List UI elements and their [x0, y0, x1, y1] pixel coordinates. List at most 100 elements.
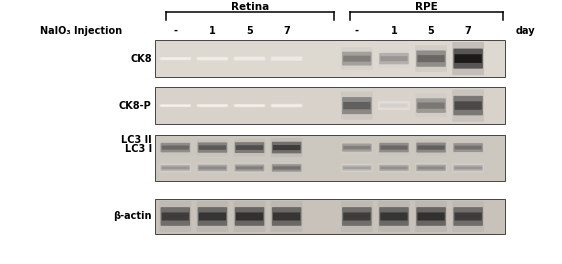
FancyBboxPatch shape [379, 143, 409, 152]
Text: LC3 I: LC3 I [125, 144, 152, 154]
FancyBboxPatch shape [198, 58, 227, 60]
FancyBboxPatch shape [415, 201, 447, 232]
FancyBboxPatch shape [199, 167, 226, 169]
FancyBboxPatch shape [198, 207, 227, 226]
FancyBboxPatch shape [197, 57, 228, 60]
Text: CK8-P: CK8-P [119, 101, 152, 111]
FancyBboxPatch shape [235, 142, 264, 153]
FancyBboxPatch shape [343, 56, 370, 62]
FancyBboxPatch shape [162, 58, 189, 59]
FancyBboxPatch shape [418, 145, 445, 150]
FancyBboxPatch shape [380, 56, 407, 61]
FancyBboxPatch shape [378, 201, 410, 232]
Text: 1: 1 [209, 26, 216, 36]
FancyBboxPatch shape [418, 102, 445, 109]
FancyBboxPatch shape [415, 93, 447, 118]
FancyBboxPatch shape [452, 140, 484, 155]
FancyBboxPatch shape [234, 104, 265, 107]
FancyBboxPatch shape [380, 145, 407, 150]
FancyBboxPatch shape [454, 143, 483, 152]
FancyBboxPatch shape [455, 101, 482, 110]
FancyBboxPatch shape [455, 167, 482, 169]
Text: -: - [173, 26, 178, 36]
FancyBboxPatch shape [197, 201, 228, 232]
Bar [155, 135, 505, 181]
FancyBboxPatch shape [342, 207, 371, 226]
FancyBboxPatch shape [197, 104, 228, 107]
FancyBboxPatch shape [199, 145, 226, 150]
Text: 5: 5 [428, 26, 434, 36]
FancyBboxPatch shape [342, 97, 371, 114]
FancyBboxPatch shape [341, 201, 373, 232]
FancyBboxPatch shape [418, 55, 445, 62]
FancyBboxPatch shape [236, 145, 263, 150]
FancyBboxPatch shape [161, 143, 190, 152]
FancyBboxPatch shape [236, 58, 263, 59]
Text: 7: 7 [283, 26, 290, 36]
FancyBboxPatch shape [160, 163, 191, 173]
FancyBboxPatch shape [162, 145, 189, 150]
FancyBboxPatch shape [198, 105, 227, 107]
FancyBboxPatch shape [380, 167, 407, 169]
FancyBboxPatch shape [160, 201, 191, 232]
FancyBboxPatch shape [379, 103, 409, 108]
FancyBboxPatch shape [416, 98, 446, 113]
FancyBboxPatch shape [271, 201, 302, 232]
FancyBboxPatch shape [271, 56, 302, 61]
FancyBboxPatch shape [380, 213, 407, 220]
FancyBboxPatch shape [343, 102, 370, 109]
FancyBboxPatch shape [454, 207, 483, 226]
FancyBboxPatch shape [235, 164, 264, 171]
FancyBboxPatch shape [452, 42, 484, 75]
FancyBboxPatch shape [234, 201, 265, 232]
FancyBboxPatch shape [343, 213, 370, 220]
FancyBboxPatch shape [343, 167, 370, 169]
FancyBboxPatch shape [454, 49, 483, 69]
Text: NaIO₃ Injection: NaIO₃ Injection [40, 26, 123, 36]
FancyBboxPatch shape [378, 163, 410, 173]
FancyBboxPatch shape [199, 58, 226, 59]
Text: CK8: CK8 [130, 54, 152, 64]
FancyBboxPatch shape [235, 105, 264, 107]
Text: RPE: RPE [415, 2, 437, 12]
FancyBboxPatch shape [272, 207, 301, 226]
FancyBboxPatch shape [454, 96, 483, 115]
FancyBboxPatch shape [452, 89, 484, 122]
FancyBboxPatch shape [378, 101, 410, 110]
FancyBboxPatch shape [161, 105, 190, 106]
FancyBboxPatch shape [418, 213, 445, 220]
FancyBboxPatch shape [455, 146, 482, 149]
FancyBboxPatch shape [160, 140, 191, 155]
Bar [155, 87, 505, 124]
FancyBboxPatch shape [379, 53, 409, 64]
FancyBboxPatch shape [161, 58, 190, 60]
FancyBboxPatch shape [199, 213, 226, 220]
FancyBboxPatch shape [455, 213, 482, 220]
FancyBboxPatch shape [273, 213, 300, 220]
FancyBboxPatch shape [378, 140, 410, 155]
FancyBboxPatch shape [236, 166, 263, 169]
FancyBboxPatch shape [378, 49, 410, 68]
FancyBboxPatch shape [271, 162, 302, 174]
FancyBboxPatch shape [161, 207, 190, 226]
FancyBboxPatch shape [162, 167, 189, 169]
FancyBboxPatch shape [162, 105, 189, 106]
FancyBboxPatch shape [197, 139, 228, 156]
FancyBboxPatch shape [452, 163, 484, 173]
FancyBboxPatch shape [160, 104, 191, 107]
FancyBboxPatch shape [341, 92, 373, 120]
FancyBboxPatch shape [380, 104, 407, 107]
FancyBboxPatch shape [234, 56, 265, 61]
FancyBboxPatch shape [342, 52, 371, 65]
Text: 1: 1 [391, 26, 397, 36]
FancyBboxPatch shape [271, 104, 302, 107]
FancyBboxPatch shape [272, 105, 301, 107]
FancyBboxPatch shape [379, 165, 409, 171]
Text: -: - [355, 26, 359, 36]
Text: β-actin: β-actin [113, 211, 152, 221]
FancyBboxPatch shape [272, 164, 301, 172]
FancyBboxPatch shape [342, 144, 371, 152]
FancyBboxPatch shape [343, 146, 370, 149]
FancyBboxPatch shape [161, 165, 190, 171]
FancyBboxPatch shape [235, 57, 264, 60]
